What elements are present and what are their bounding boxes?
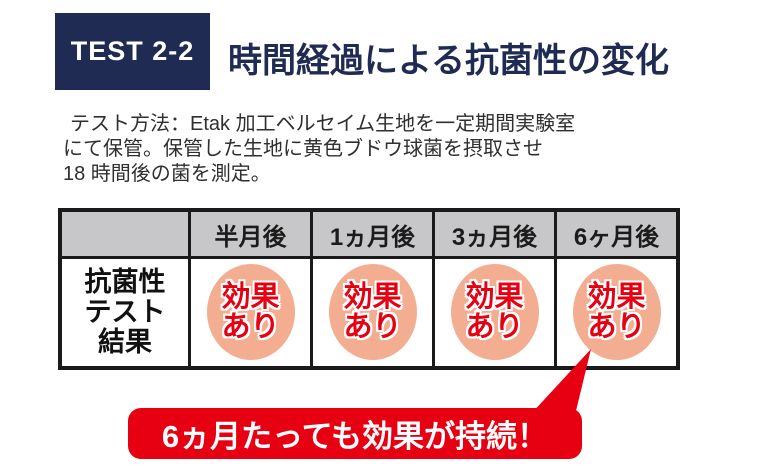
results-table: 半月後 1ヵ月後 3ヵ月後 6ヶ月後 抗菌性 テスト 結果 効果 あり 効果 あ… <box>58 208 680 370</box>
row-header-antibacterial-test-result: 抗菌性 テスト 結果 <box>58 256 191 369</box>
test-method-description: テスト方法：Etak 加工ベルセイム生地を一定期間実験室 にて保管。保管した生地… <box>63 112 575 187</box>
column-header-half-month: 半月後 <box>188 208 313 259</box>
effective-stamp: 効果 あり <box>328 264 417 361</box>
page-title: 時間経過による抗菌性の変化 <box>228 42 669 80</box>
stamp-text-line-1: 効果 <box>343 281 402 314</box>
stamp-text-line-2: あり <box>221 311 280 344</box>
description-line-3: 18 時間後の菌を測定。 <box>63 163 271 185</box>
column-header-6-months: 6ヶ月後 <box>554 208 680 259</box>
result-cell-half-month: 効果 あり <box>188 256 313 369</box>
result-cell-3-months: 効果 あり <box>432 256 557 369</box>
description-line-1: テスト方法：Etak 加工ベルセイム生地を一定期間実験室 <box>70 113 576 135</box>
effective-stamp: 効果 あり <box>206 264 295 361</box>
row-header-line-3: 結果 <box>98 327 152 358</box>
stamp-text-line-2: あり <box>343 311 402 344</box>
stamp-text-line-2: あり <box>587 311 646 344</box>
stamp-text-line-1: 効果 <box>587 281 646 314</box>
test-number-badge: TEST 2-2 <box>55 13 210 90</box>
description-line-2: にて保管。保管した生地に黄色ブドウ球菌を摂取させ <box>63 138 543 160</box>
stamp-text-line-2: あり <box>465 311 524 344</box>
stamp-text-line-1: 効果 <box>465 281 524 314</box>
effective-stamp: 効果 あり <box>450 264 539 361</box>
table-result-row: 抗菌性 テスト 結果 効果 あり 効果 あり 効果 あり <box>58 256 680 369</box>
column-header-1-month: 1ヵ月後 <box>310 208 435 259</box>
stamp-text-line-1: 効果 <box>221 281 280 314</box>
callout-text: 6ヵ月たっても効果が持続！ <box>161 419 549 454</box>
result-cell-6-months: 効果 あり <box>554 256 680 369</box>
effective-stamp: 効果 あり <box>572 264 661 361</box>
table-header-row: 半月後 1ヵ月後 3ヵ月後 6ヶ月後 <box>58 208 680 259</box>
callout-pointer-arrow <box>530 349 591 415</box>
column-header-3-months: 3ヵ月後 <box>432 208 557 259</box>
row-header-line-2: テスト <box>84 297 166 328</box>
result-cell-1-month: 効果 あり <box>310 256 435 369</box>
callout-bubble: 6ヵ月たっても効果が持続！ <box>128 408 582 459</box>
corner-cell <box>58 208 191 259</box>
test-number-label: TEST 2-2 <box>70 36 195 66</box>
row-header-line-1: 抗菌性 <box>84 267 166 298</box>
